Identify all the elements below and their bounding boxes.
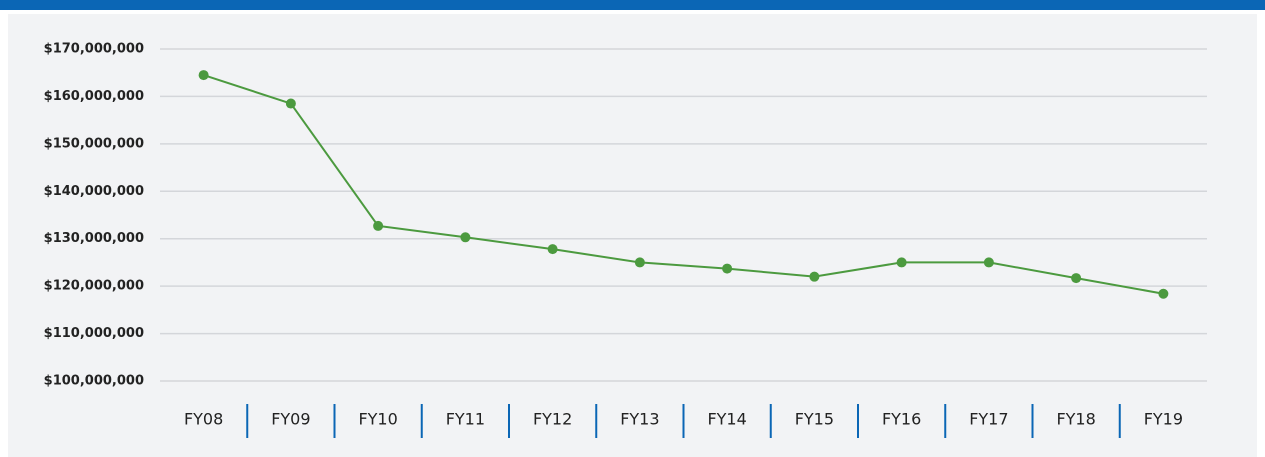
x-tick-label: FY10	[358, 410, 397, 429]
x-tick-label: FY09	[271, 410, 310, 429]
y-tick-label: $120,000,000	[44, 279, 144, 294]
point	[198, 70, 209, 81]
x-tick-label: FY14	[707, 410, 746, 429]
x-tick-label: FY12	[533, 410, 572, 429]
point	[809, 271, 820, 282]
point	[373, 220, 384, 231]
point	[1158, 288, 1169, 299]
x-tick-label: FY18	[1056, 410, 1095, 429]
point	[547, 244, 558, 255]
line	[203, 74, 1164, 295]
point	[634, 257, 645, 268]
panel	[8, 14, 1257, 457]
x-tick-label: FY16	[882, 410, 921, 429]
point	[460, 232, 471, 243]
y-tick-label: $100,000,000	[44, 374, 144, 389]
point	[896, 257, 907, 268]
point	[722, 263, 733, 274]
y-tick-label: $130,000,000	[44, 231, 144, 246]
y-tick-label: $110,000,000	[44, 326, 144, 341]
y-tick-label: $170,000,000	[44, 42, 144, 57]
x-tick-label: FY15	[795, 410, 834, 429]
x-tick-label: FY08	[184, 410, 223, 429]
y-tick-label: $160,000,000	[44, 89, 144, 104]
point	[1071, 273, 1082, 284]
point	[983, 257, 994, 268]
x-tick-label: FY13	[620, 410, 659, 429]
x-tick-label: FY11	[446, 410, 485, 429]
top-bar	[0, 0, 1265, 10]
x-tick-label: FY19	[1144, 410, 1183, 429]
y-tick-label: $140,000,000	[44, 184, 144, 199]
x-tick-label: FY17	[969, 410, 1008, 429]
y-tick-label: $150,000,000	[44, 136, 144, 151]
point	[285, 98, 296, 109]
